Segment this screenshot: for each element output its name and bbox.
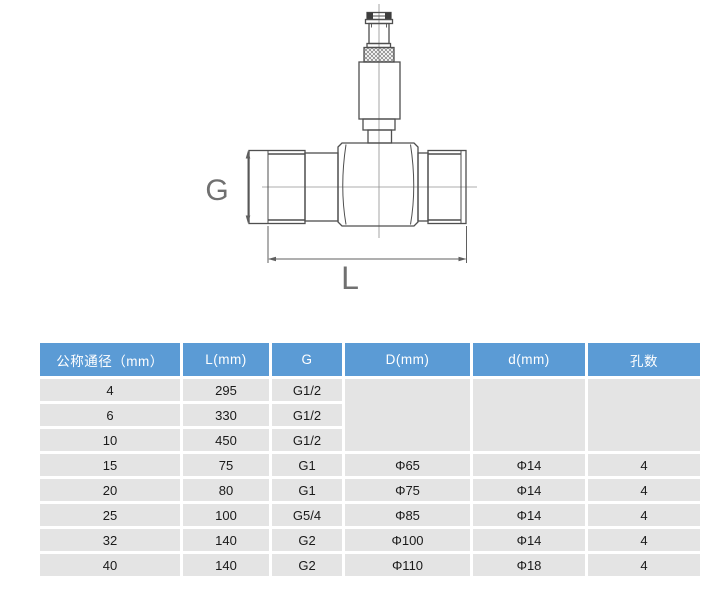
g-dimension: G xyxy=(205,150,251,224)
table-cell: G1 xyxy=(272,479,342,501)
col-header-nominal-diameter: 公称通径（mm） xyxy=(40,343,180,376)
table-cell: Φ75 xyxy=(345,479,470,501)
table-cell: G2 xyxy=(272,554,342,576)
table-cell: 25 xyxy=(40,504,180,526)
table-cell: Φ14 xyxy=(473,529,585,551)
table-cell: Φ100 xyxy=(345,529,470,551)
table-cell: 330 xyxy=(183,404,269,426)
table-cell: G1/2 xyxy=(272,379,342,401)
table-cell: 100 xyxy=(183,504,269,526)
table-cell: 20 xyxy=(40,479,180,501)
sensor-assembly xyxy=(358,11,401,144)
table-cell: Φ14 xyxy=(473,454,585,476)
col-header-d-lower: d(mm) xyxy=(473,343,585,376)
table-cell: G1/2 xyxy=(272,404,342,426)
table-cell: 75 xyxy=(183,454,269,476)
table-cell: 4 xyxy=(588,504,700,526)
pipe-body xyxy=(248,142,467,227)
table-cell: 40 xyxy=(40,554,180,576)
table-cell: Φ18 xyxy=(473,554,585,576)
l-dimension: L xyxy=(267,226,467,296)
table-cell: Φ110 xyxy=(345,554,470,576)
table-cell: Φ14 xyxy=(473,479,585,501)
table-cell: 80 xyxy=(183,479,269,501)
col-header-d-upper: D(mm) xyxy=(345,343,470,376)
table-cell: Φ85 xyxy=(345,504,470,526)
table-cell: 140 xyxy=(183,554,269,576)
table-cell: Φ14 xyxy=(473,504,585,526)
table-cell: 450 xyxy=(183,429,269,451)
spec-table: 公称通径（mm） L(mm) G D(mm) d(mm) 孔数 4 295 G1… xyxy=(40,343,700,576)
col-header-g: G xyxy=(272,343,342,376)
table-cell: 4 xyxy=(40,379,180,401)
table-cell: 32 xyxy=(40,529,180,551)
table-cell-merged-empty xyxy=(473,379,585,451)
table-cell-merged-empty xyxy=(345,379,470,451)
table-cell: 295 xyxy=(183,379,269,401)
table-cell: 4 xyxy=(588,479,700,501)
table-cell: 4 xyxy=(588,554,700,576)
table-cell: Φ65 xyxy=(345,454,470,476)
table-cell-merged-empty xyxy=(588,379,700,451)
table-cell: G1 xyxy=(272,454,342,476)
dim-l-label: L xyxy=(341,260,359,296)
technical-drawing: G L xyxy=(205,4,477,296)
table-cell: G2 xyxy=(272,529,342,551)
table-cell: G1/2 xyxy=(272,429,342,451)
table-cell: 10 xyxy=(40,429,180,451)
col-header-l: L(mm) xyxy=(183,343,269,376)
table-cell: 4 xyxy=(588,454,700,476)
col-header-holes: 孔数 xyxy=(588,343,700,376)
table-cell: 140 xyxy=(183,529,269,551)
table-cell: G5/4 xyxy=(272,504,342,526)
table-cell: 4 xyxy=(588,529,700,551)
table-cell: 15 xyxy=(40,454,180,476)
dim-g-label: G xyxy=(205,174,228,207)
flow-meter-diagram: G L xyxy=(205,4,477,296)
table-cell: 6 xyxy=(40,404,180,426)
